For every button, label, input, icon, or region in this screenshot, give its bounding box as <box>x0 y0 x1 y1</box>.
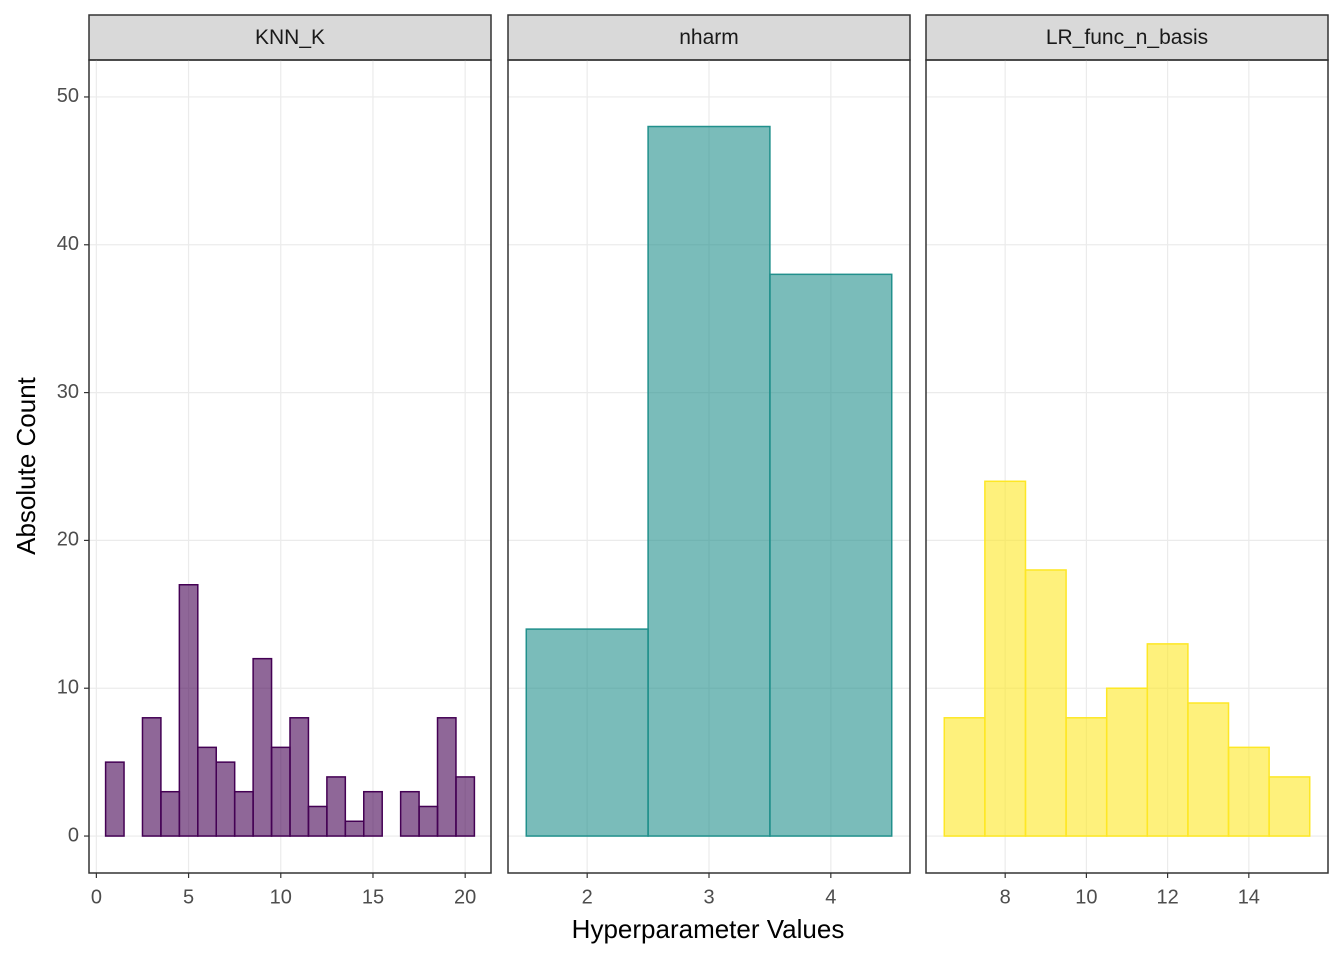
panel-border <box>925 59 1329 874</box>
y-tick-label: 20 <box>57 529 79 551</box>
strip-background <box>925 14 1329 61</box>
histogram-bar <box>160 790 181 837</box>
histogram-bar <box>1024 569 1067 837</box>
histogram-bar <box>984 480 1027 837</box>
x-tick-label: 12 <box>1156 886 1178 908</box>
strip-label: KNN_K <box>255 26 325 49</box>
histogram-bar <box>252 657 273 837</box>
histogram-bar <box>215 761 236 837</box>
histogram-bar <box>104 761 125 837</box>
histogram-bar <box>233 790 254 837</box>
histogram-bar <box>1187 702 1230 837</box>
x-tick-label: 3 <box>703 886 714 908</box>
histogram-bar <box>326 776 347 837</box>
panel-border <box>88 59 492 874</box>
x-tick-label: 2 <box>582 886 593 908</box>
strip-background <box>88 14 492 61</box>
histogram-bar <box>1227 746 1270 837</box>
y-tick-label: 40 <box>57 233 79 255</box>
histogram-bar <box>1268 776 1311 837</box>
x-tick-label: 0 <box>91 886 102 908</box>
y-tick-label: 0 <box>68 824 79 846</box>
x-tick-label: 8 <box>1000 886 1011 908</box>
histogram-bar <box>307 805 328 837</box>
histogram-bar <box>943 717 986 837</box>
x-tick-label: 14 <box>1238 886 1260 908</box>
histogram-bar <box>363 790 383 837</box>
y-tick-label: 50 <box>57 85 79 107</box>
strip-label: LR_func_n_basis <box>1046 26 1208 49</box>
histogram-bar <box>197 746 217 837</box>
y-axis-title: Absolute Count <box>11 376 41 555</box>
strip-label: nharm <box>679 26 739 49</box>
y-tick-label: 30 <box>57 381 79 403</box>
histogram-bar <box>1065 717 1108 837</box>
x-tick-label: 10 <box>1075 886 1097 908</box>
panel-border <box>507 59 911 874</box>
histogram-bar <box>1105 687 1149 837</box>
x-tick-label: 10 <box>270 886 292 908</box>
x-tick-label: 15 <box>362 886 384 908</box>
histogram-bar <box>525 628 649 837</box>
histogram-bar <box>1146 643 1189 837</box>
histogram-bar <box>647 125 771 837</box>
histogram-bar <box>455 776 476 837</box>
x-tick-label: 20 <box>454 886 476 908</box>
histogram-bar <box>769 273 893 837</box>
y-tick-label: 10 <box>57 677 79 699</box>
histogram-bar <box>178 584 199 837</box>
histogram-bar <box>344 820 365 837</box>
histogram-bar <box>270 746 291 837</box>
histogram-bar <box>289 717 310 837</box>
x-axis-title: Hyperparameter Values <box>572 914 845 944</box>
histogram-bar <box>436 717 457 837</box>
x-tick-label: 4 <box>825 886 836 908</box>
histogram-bar <box>141 717 162 837</box>
histogram-bar <box>418 805 439 837</box>
histogram-bar <box>399 790 420 837</box>
x-tick-label: 5 <box>183 886 194 908</box>
